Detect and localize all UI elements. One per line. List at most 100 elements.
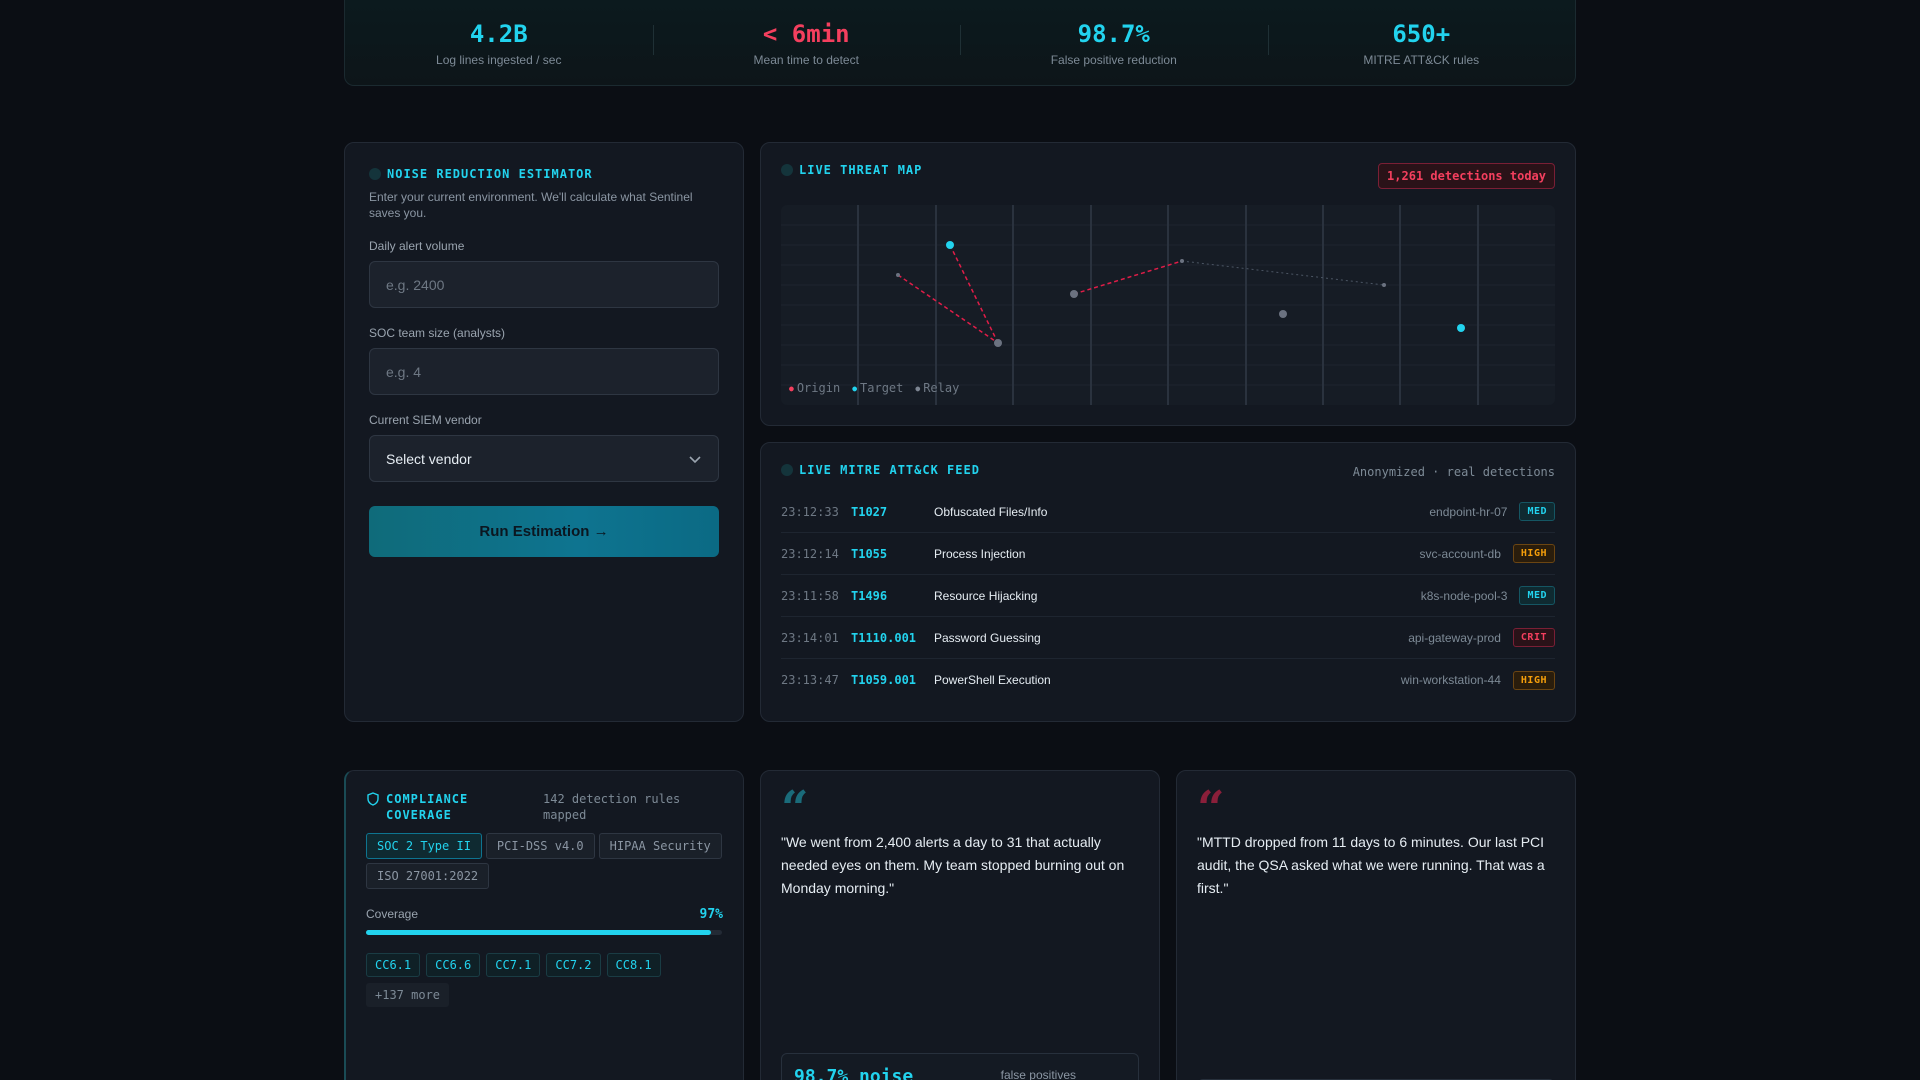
siem-vendor-value: Select vendor	[386, 450, 472, 467]
feed-time: 23:13:47	[781, 673, 839, 687]
technique-id: T1496	[851, 588, 888, 603]
threat-map-title: LIVE THREAT MAP	[799, 163, 923, 177]
team-size-label: SOC team size (analysts)	[369, 326, 506, 340]
severity-badge: HIGH	[1512, 544, 1555, 563]
team-size-placeholder: e.g. 4	[386, 363, 422, 380]
coverage-progress-bar	[366, 930, 722, 935]
control-chip[interactable]: CC6.6	[426, 953, 481, 977]
compliance-title-row: COMPLIANCE COVERAGE	[366, 791, 496, 823]
more-controls-chip[interactable]: +137 more	[366, 983, 450, 1007]
framework-tab-soc2[interactable]: SOC 2 Type II	[366, 833, 482, 859]
testimonial-text: "We went from 2,400 alerts a day to 31 t…	[781, 834, 1125, 896]
stat-mttd: < 6min Mean time to detect	[652, 19, 961, 67]
stat-label: Log lines ingested / sec	[436, 52, 562, 67]
stats-bar: 4.2B Log lines ingested / sec < 6min Mea…	[344, 0, 1576, 86]
status-dot-icon	[781, 164, 793, 176]
technique-name: Obfuscated Files/Info	[934, 504, 1048, 519]
severity-badge: CRIT	[1512, 628, 1555, 647]
feed-row[interactable]: 23:11:58 T1496 Resource Hijacking k8s-no…	[781, 575, 1555, 617]
threat-map-canvas[interactable]: Origin Target Relay	[781, 205, 1555, 405]
host-name: endpoint-hr-07	[1429, 504, 1508, 519]
detections-badge: 1,261 detections today	[1378, 163, 1555, 189]
feed-title: LIVE MITRE ATT&CK FEED	[799, 463, 980, 477]
noise-estimator-card: NOISE REDUCTION ESTIMATOR Enter your cur…	[344, 142, 744, 722]
stat-value: < 6min	[762, 19, 850, 48]
feed-time: 23:12:14	[781, 546, 839, 561]
status-dot-icon	[369, 168, 381, 180]
framework-tab-iso[interactable]: ISO 27001:2022	[366, 863, 490, 889]
compliance-title: COMPLIANCE COVERAGE	[386, 792, 469, 822]
coverage-value: 97%	[699, 907, 723, 922]
testimonial-card: “ "We went from 2,400 alerts a day to 31…	[760, 770, 1160, 1080]
threat-map-title-row: LIVE THREAT MAP	[781, 163, 1555, 177]
control-chips: CC6.1 CC6.6 CC7.1 CC7.2 CC8.1 +137 more	[366, 953, 723, 1007]
testimonial-metric: 98.7% noise false positives	[781, 1053, 1139, 1080]
severity-badge: MED	[1519, 586, 1555, 605]
alert-volume-input[interactable]: e.g. 2400	[369, 261, 719, 308]
coverage-label: Coverage	[366, 907, 419, 921]
estimator-title: NOISE REDUCTION ESTIMATOR	[387, 167, 593, 181]
threat-map-card: LIVE THREAT MAP 1,261 detections today	[760, 142, 1576, 426]
control-chip[interactable]: CC8.1	[606, 953, 661, 977]
legend-target: Target	[852, 381, 903, 395]
host-name: k8s-node-pool-3	[1420, 588, 1508, 603]
technique-id: T1110.001	[851, 630, 917, 645]
technique-id: T1027	[851, 504, 888, 519]
alert-volume-label: Daily alert volume	[369, 239, 465, 253]
feed-row[interactable]: 23:14:01 T1110.001 Password Guessing api…	[781, 617, 1555, 659]
threat-map-graphic	[781, 205, 1555, 405]
testimonial-text: "MTTD dropped from 11 days to 6 minutes.…	[1197, 834, 1545, 896]
feed-title-row: LIVE MITRE ATT&CK FEED	[781, 463, 1555, 477]
severity-badge: HIGH	[1512, 670, 1555, 690]
siem-vendor-label: Current SIEM vendor	[369, 413, 482, 427]
technique-name: Process Injection	[934, 546, 1026, 561]
control-chip[interactable]: CC6.1	[366, 953, 421, 977]
legend-origin: Origin	[789, 381, 840, 395]
coverage-progress-fill	[366, 930, 712, 935]
feed-time: 23:12:33	[781, 504, 839, 519]
technique-id: T1055	[851, 546, 888, 561]
feed-list: 23:12:33 T1027 Obfuscated Files/Info end…	[781, 491, 1555, 701]
feed-time: 23:14:01	[781, 630, 839, 645]
chevron-down-icon	[689, 455, 701, 463]
technique-name: Resource Hijacking	[934, 588, 1038, 603]
framework-tab-hipaa[interactable]: HIPAA Security	[598, 833, 722, 859]
stat-value: 98.7%	[1077, 19, 1150, 48]
feed-row[interactable]: 23:12:33 T1027 Obfuscated Files/Info end…	[781, 491, 1555, 533]
run-estimation-button[interactable]: Run Estimation →	[369, 506, 719, 557]
quote-icon: “	[1197, 781, 1225, 837]
metric-label: false positives	[1000, 1068, 1076, 1080]
estimator-title-row: NOISE REDUCTION ESTIMATOR	[369, 167, 719, 181]
metric-value: 98.7% noise	[794, 1066, 914, 1080]
feed-subtitle: Anonymized · real detections	[1352, 465, 1555, 479]
stat-label: Mean time to detect	[753, 52, 859, 67]
control-chip[interactable]: CC7.2	[546, 953, 601, 977]
team-size-input[interactable]: e.g. 4	[369, 348, 719, 395]
legend-relay: Relay	[915, 381, 959, 395]
stat-fp-reduction: 98.7% False positive reduction	[960, 19, 1268, 67]
stat-value: 650+	[1392, 19, 1451, 48]
stat-value: 4.2B	[469, 19, 528, 48]
threat-map-legend: Origin Target Relay	[789, 381, 960, 395]
framework-tabs: SOC 2 Type II PCI-DSS v4.0 HIPAA Securit…	[366, 833, 723, 889]
severity-badge: MED	[1519, 502, 1555, 521]
feed-row[interactable]: 23:12:14 T1055 Process Injection svc-acc…	[781, 533, 1555, 575]
technique-name: Password Guessing	[934, 630, 1041, 645]
estimator-description: Enter your current environment. We'll ca…	[369, 190, 693, 220]
stat-label: MITRE ATT&CK rules	[1363, 52, 1480, 67]
compliance-header: COMPLIANCE COVERAGE 142 detection rules …	[366, 791, 723, 823]
stat-mitre-rules: 650+ MITRE ATT&CK rules	[1267, 19, 1576, 67]
framework-tab-pci[interactable]: PCI-DSS v4.0	[485, 833, 595, 859]
control-chip[interactable]: CC7.1	[486, 953, 541, 977]
stat-label: False positive reduction	[1050, 52, 1177, 67]
siem-vendor-select[interactable]: Select vendor	[369, 435, 719, 482]
stat-throughput: 4.2B Log lines ingested / sec	[345, 19, 653, 67]
host-name: win-workstation-44	[1400, 673, 1501, 687]
compliance-card: COMPLIANCE COVERAGE 142 detection rules …	[344, 770, 744, 1080]
feed-row[interactable]: 23:13:47 T1059.001 PowerShell Execution …	[781, 659, 1555, 701]
mitre-feed-card: LIVE MITRE ATT&CK FEED Anonymized · real…	[760, 442, 1576, 722]
shield-icon	[367, 792, 379, 806]
rules-mapped-text: 142 detection rules mapped	[543, 792, 681, 822]
quote-icon: “	[781, 781, 809, 837]
host-name: api-gateway-prod	[1408, 630, 1501, 645]
